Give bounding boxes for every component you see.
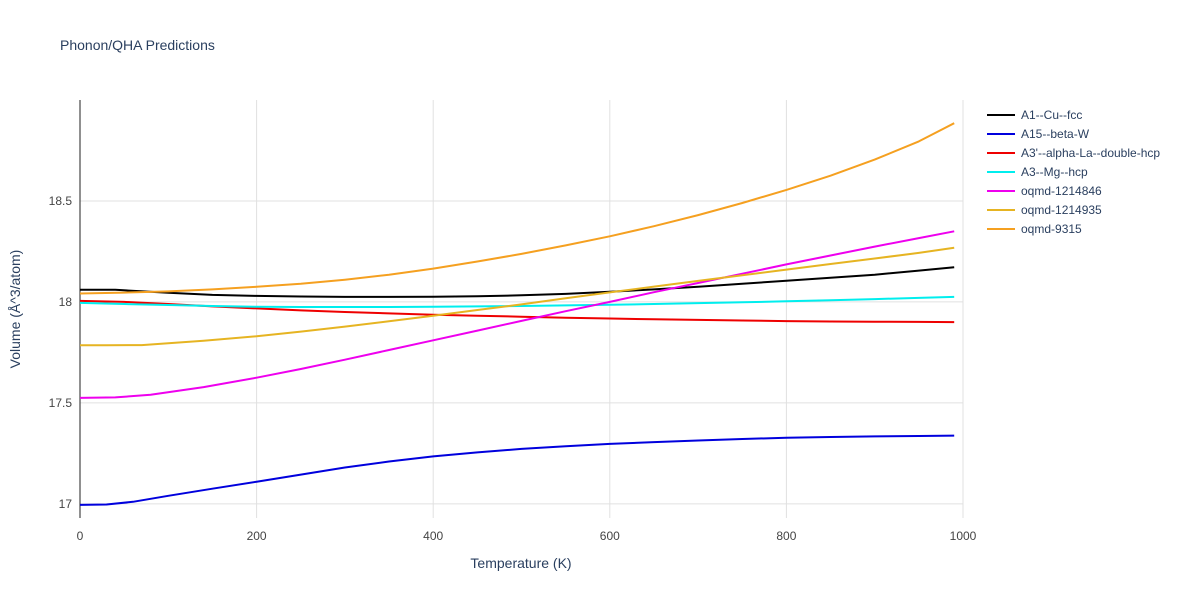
series-line-6 [79, 122, 955, 295]
gridlines [80, 100, 964, 518]
legend[interactable]: A1--Cu--fcc A15--beta-W A3'--alpha-La--dou… [987, 108, 1160, 236]
legend-label: A1--Cu--fcc [1021, 108, 1082, 122]
x-tick-labels: 0 200 400 600 800 1000 [77, 529, 977, 543]
legend-label: oqmd-1214846 [1021, 184, 1102, 198]
chart-title: Phonon/QHA Predictions [60, 37, 215, 53]
y-tick-label: 17 [59, 497, 73, 511]
legend-item-6[interactable]: oqmd-9315 [987, 222, 1082, 236]
x-tick-label: 200 [247, 529, 267, 543]
legend-label: A3'--alpha-La--double-hcp [1021, 146, 1160, 160]
series-line-5 [80, 246, 955, 347]
y-axis-title: Volume (Å^3/atom) [7, 250, 23, 369]
x-tick-label: 1000 [950, 529, 977, 543]
series-lines [79, 122, 955, 506]
x-tick-label: 600 [600, 529, 620, 543]
x-tick-label: 0 [77, 529, 84, 543]
y-tick-label: 17.5 [49, 396, 73, 410]
legend-item-5[interactable]: oqmd-1214935 [987, 203, 1102, 217]
legend-label: oqmd-9315 [1021, 222, 1082, 236]
series-line-3 [79, 295, 955, 308]
y-tick-label: 18 [59, 295, 73, 309]
legend-item-0[interactable]: A1--Cu--fcc [987, 108, 1082, 122]
y-tick-label: 18.5 [49, 194, 73, 208]
legend-item-4[interactable]: oqmd-1214846 [987, 184, 1102, 198]
series-line-4 [79, 230, 955, 399]
legend-label: A15--beta-W [1021, 127, 1090, 141]
legend-item-3[interactable]: A3--Mg--hcp [987, 165, 1088, 179]
x-tick-label: 800 [776, 529, 796, 543]
legend-item-1[interactable]: A15--beta-W [987, 127, 1090, 141]
series-line-0 [80, 266, 955, 298]
series-line-1 [79, 434, 955, 506]
legend-label: A3--Mg--hcp [1021, 165, 1088, 179]
x-axis-title: Temperature (K) [470, 555, 571, 571]
legend-label: oqmd-1214935 [1021, 203, 1102, 217]
x-tick-label: 400 [423, 529, 443, 543]
y-tick-labels: 17 17.5 18 18.5 [49, 194, 73, 511]
legend-item-2[interactable]: A3'--alpha-La--double-hcp [987, 146, 1160, 160]
